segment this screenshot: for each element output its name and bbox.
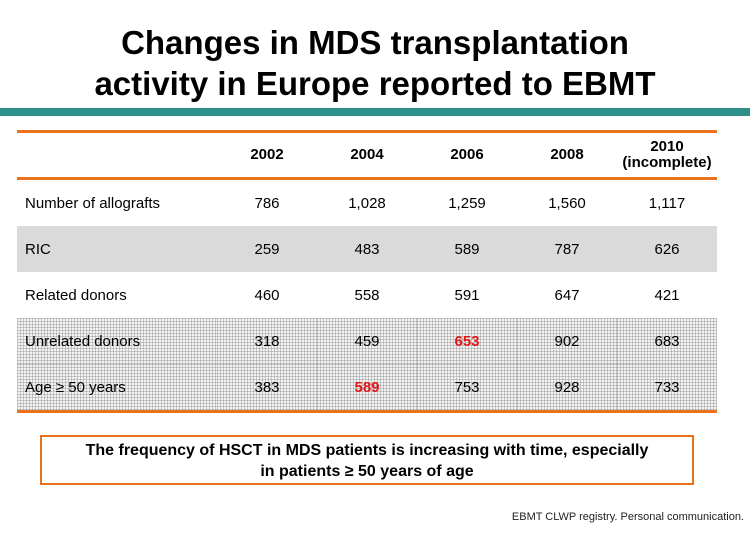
- table-cell: 589: [417, 226, 517, 272]
- table-cell: 459: [317, 318, 417, 364]
- table-cell: 902: [517, 318, 617, 364]
- table-cell: 753: [417, 364, 517, 412]
- table-cell: 733: [617, 364, 717, 412]
- column-header: 2006: [417, 131, 517, 180]
- allografts-table-container: 2002 2004 2006 2008 2010 (incomplete) Num…: [17, 130, 717, 413]
- column-header: 2004: [317, 131, 417, 180]
- column-header-subtitle: (incomplete): [622, 154, 712, 171]
- allografts-table: 2002 2004 2006 2008 2010 (incomplete) Num…: [17, 130, 717, 413]
- column-header: 2002: [217, 131, 317, 180]
- row-label: Age ≥ 50 years: [17, 364, 217, 412]
- row-label: Related donors: [25, 286, 127, 304]
- table-cell: 1,560: [548, 194, 586, 212]
- table-cell: 383: [217, 364, 317, 412]
- row-label: Unrelated donors: [17, 318, 217, 364]
- table-cell: 1,259: [448, 194, 486, 212]
- title-divider-bar: [0, 108, 750, 116]
- callout-line-1: The frequency of HSCT in MDS patients is…: [85, 442, 649, 459]
- column-header: 2008: [517, 131, 617, 180]
- table-header-row: 2002 2004 2006 2008 2010 (incomplete): [17, 131, 717, 180]
- table-cell: 483: [317, 226, 417, 272]
- table-cell: 626: [617, 226, 717, 272]
- callout-line-2: in patients ≥ 50 years of age: [260, 463, 474, 480]
- table-cell: 1,117: [648, 194, 686, 212]
- table-cell: 259: [217, 226, 317, 272]
- table-cell: 653: [417, 318, 517, 364]
- column-header: 2010 (incomplete): [617, 131, 717, 180]
- table-cell: 318: [217, 318, 317, 364]
- row-label-header: [17, 131, 217, 180]
- table-cell: 591: [454, 286, 480, 304]
- table-cell: 460: [254, 286, 280, 304]
- table-cell: 928: [517, 364, 617, 412]
- table-row: Age ≥ 50 years 383 589 753 928 733: [17, 364, 717, 412]
- table-row: RIC 259 483 589 787 626: [17, 226, 717, 272]
- source-citation: EBMT CLWP registry. Personal communicati…: [511, 511, 744, 523]
- table-cell: 683: [617, 318, 717, 364]
- table-cell: 589: [317, 364, 417, 412]
- table-row: Number of allografts 786 1,028 1,259 1,560 1,…: [17, 179, 717, 227]
- slide-title-line-1: Changes in MDS transplantation: [121, 24, 629, 61]
- row-label: Number of allografts: [25, 194, 161, 212]
- row-label: RIC: [17, 226, 217, 272]
- table-cell: 787: [517, 226, 617, 272]
- table-body: Number of allografts 786 1,028 1,259 1,560 1,…: [17, 179, 717, 412]
- slide-title-line-2: activity in Europe reported to EBMT: [94, 65, 656, 102]
- table-row: Unrelated donors 318 459 653 902 683: [17, 318, 717, 364]
- table-cell: 1,028: [348, 194, 386, 212]
- table-cell: 558: [354, 286, 380, 304]
- slide-title: Changes in MDS transplantation activity …: [0, 22, 750, 104]
- table-cell: 647: [554, 286, 580, 304]
- table-cell: 786: [254, 194, 280, 212]
- table-cell: 421: [654, 286, 680, 304]
- conclusion-callout: The frequency of HSCT in MDS patients is…: [40, 435, 694, 485]
- table-row: Related donors 460 558 591 647 421: [17, 272, 717, 318]
